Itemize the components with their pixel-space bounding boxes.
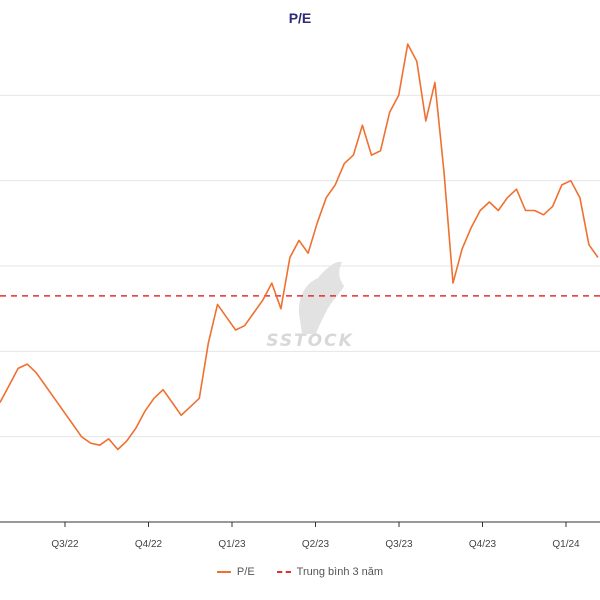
legend-swatch-pe — [216, 571, 231, 573]
x-tick-label: Q1/23 — [218, 539, 246, 550]
watermark-text: SSTOCK — [266, 331, 354, 351]
x-tick-label: Q2/23 — [302, 539, 330, 550]
x-axis: Q3/22 Q4/22 Q1/23 Q2/23 Q3/23 Q4/23 Q1/24 — [0, 521, 600, 550]
pe-series-line — [0, 43, 599, 451]
grid-lines — [0, 94, 600, 438]
legend-swatch-average — [276, 571, 291, 573]
legend-label-pe: P/E — [236, 566, 255, 578]
x-tick-label: Q1/24 — [552, 539, 580, 550]
legend-label-average: Trung bình 3 năm — [296, 566, 384, 578]
legend-item-pe[interactable]: P/E — [216, 566, 255, 578]
x-tick-label: Q4/22 — [135, 539, 163, 550]
legend-item-average[interactable]: Trung bình 3 năm — [276, 566, 384, 578]
x-tick-label: Q4/23 — [469, 539, 497, 550]
watermark: SSTOCK — [266, 261, 354, 351]
chart-title: P/E — [288, 10, 312, 26]
series-layer — [0, 43, 599, 451]
legend: P/E Trung bình 3 năm — [0, 566, 600, 578]
x-tick-label: Q3/23 — [385, 539, 413, 550]
x-tick-label: Q3/22 — [51, 539, 79, 550]
horse-icon — [298, 261, 344, 334]
